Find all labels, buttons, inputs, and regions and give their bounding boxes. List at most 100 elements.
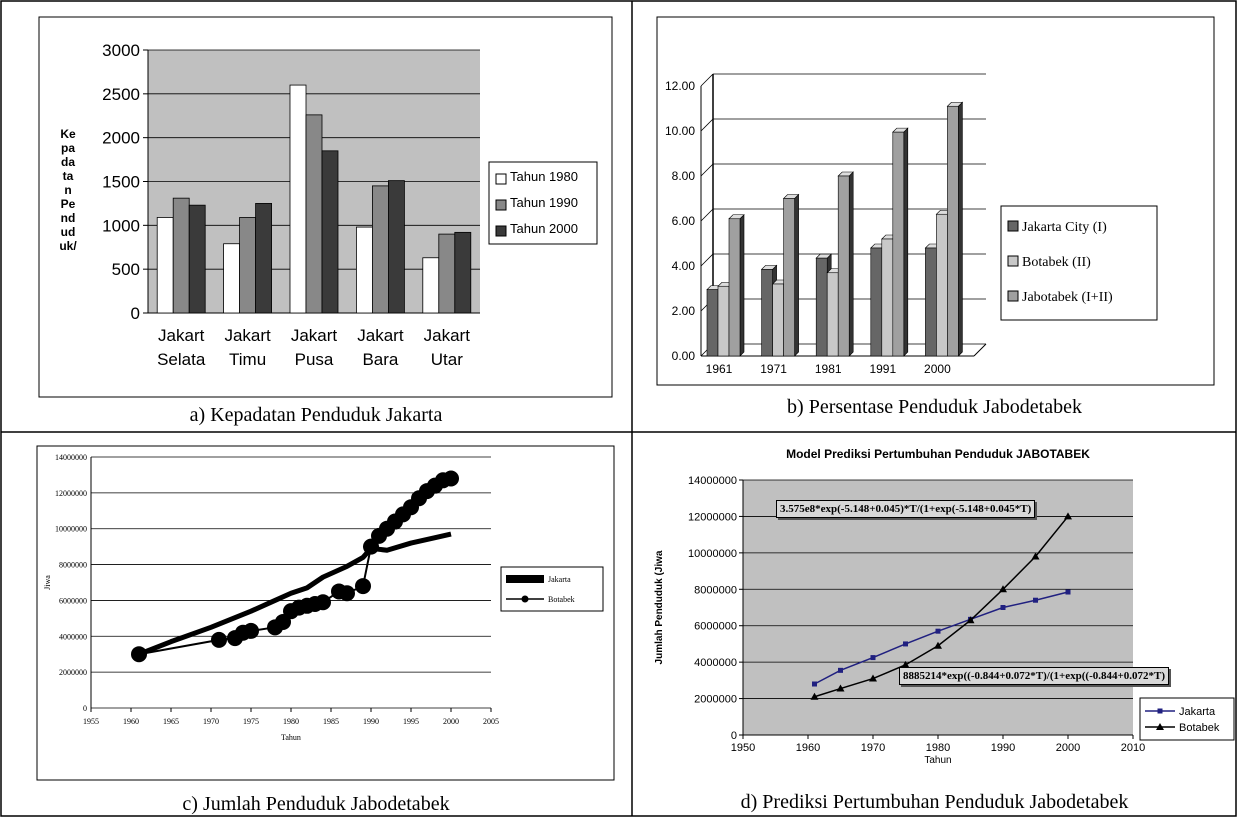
chart-c-marker-botabek <box>131 646 147 663</box>
chart-d-legend-label: Botabek <box>1179 722 1220 734</box>
chart-b-bar <box>947 105 959 357</box>
chart-d-marker-botabek <box>810 692 819 700</box>
chart-a-category-label: Bara <box>362 350 398 369</box>
chart-c-xtick-label: 1960 <box>123 717 139 726</box>
chart-d-ytick-label: 0 <box>731 730 737 742</box>
chart-b-category-label: 1991 <box>869 362 896 376</box>
chart-d-marker-botabek <box>901 660 910 668</box>
chart-c-marker-botabek <box>355 578 371 595</box>
chart-a-category-label: Jakart <box>158 326 205 345</box>
chart-a-ytick-label: 2500 <box>102 85 140 104</box>
chart-a-bar <box>289 84 307 314</box>
chart-b-bar <box>837 175 850 357</box>
chart-d-legend-box <box>1139 697 1235 741</box>
chart-b-bar <box>815 257 828 357</box>
chart-d-xtick-label: 2010 <box>1121 742 1145 754</box>
chart-a-ylabel: ud <box>61 225 76 239</box>
chart-b-bar <box>892 131 905 357</box>
chart-c-ytick-label: 8000000 <box>59 561 87 570</box>
chart-b-gridline <box>700 208 714 222</box>
caption-c: c) Jumlah Penduduk Jabodetabek <box>182 793 450 815</box>
chart-b-bar-side <box>739 214 745 357</box>
chart-a-ylabel: ta <box>63 169 74 183</box>
chart-c-xtick-label: 1975 <box>243 717 259 726</box>
chart-a-ylabel: n <box>64 183 71 197</box>
chart-a-legend-label: Tahun 1980 <box>510 169 578 184</box>
chart-a-ylabel: da <box>61 155 75 169</box>
chart-c-marker-botabek <box>211 631 227 648</box>
chart-b-floor-edge <box>973 343 987 357</box>
chart-c-ytick-label: 12000000 <box>55 489 87 498</box>
chart-a-ylabel: Pe <box>61 197 76 211</box>
chart-b-ytick-label: 12.00 <box>665 79 695 93</box>
chart-d-marker-jakarta <box>1033 597 1038 603</box>
chart-d-ytick-label: 14000000 <box>688 475 737 487</box>
chart-a-legend-swatch <box>495 225 507 237</box>
chart-a-bar <box>156 217 174 314</box>
chart-d-legend-marker <box>1157 708 1163 714</box>
chart-d-ytick-label: 6000000 <box>694 621 737 633</box>
chart-b-bar-side <box>794 193 799 357</box>
chart-c-xtick-label: 1970 <box>203 717 219 726</box>
chart-b-bar <box>761 269 773 357</box>
chart-d-ytick-label: 4000000 <box>694 657 737 669</box>
chart-a-bar <box>255 203 273 314</box>
caption-a: a) Kepadatan Penduduk Jakarta <box>189 404 443 426</box>
chart-a-bar <box>321 150 339 314</box>
chart-a-ytick-label: 1000 <box>102 216 140 235</box>
chart-b-legend-swatch <box>1007 255 1019 267</box>
chart-c-marker-botabek <box>243 622 259 639</box>
chart-c-xtick-label: 1980 <box>283 717 299 726</box>
chart-a-bar <box>422 257 440 314</box>
chart-a-bar <box>172 197 190 314</box>
chart-c-xtick-label: 1955 <box>83 717 99 726</box>
chart-c-marker-botabek <box>315 594 331 611</box>
chart-a-legend-box <box>488 161 598 245</box>
chart-d-marker-botabek <box>1064 512 1072 520</box>
chart-d-ytick-label: 10000000 <box>688 548 737 560</box>
chart-d-xtick-label: 1980 <box>926 742 950 754</box>
chart-b-ytick-label: 8.00 <box>672 169 696 183</box>
chart-b-category-label: 1961 <box>706 362 733 376</box>
chart-d-marker-jakarta <box>935 628 941 634</box>
chart-d: Model Prediksi Pertumbuhan Penduduk JABO… <box>654 447 1235 766</box>
chart-c-legend-marker <box>521 595 529 603</box>
chart-a-bar <box>188 204 206 314</box>
chart-b-legend-label: Botabek (II) <box>1022 255 1091 270</box>
chart-b-legend-label: Jakarta City (I) <box>1022 220 1107 235</box>
chart-a-category-label: Jakart <box>424 326 471 345</box>
chart-b-bar-side <box>958 101 963 357</box>
chart-b: 0.00 2.00 4.00 6.00 8.00 10.00 12.00 1961 1971 19… <box>656 16 1215 386</box>
equation-botabek-label: 3.575e8*exp(-5.148+0.045)*T/(1+exp(-5.14… <box>776 500 1036 518</box>
chart-b-ytick-label: 10.00 <box>665 124 695 138</box>
chart-a-legend-label: Tahun 2000 <box>510 221 578 236</box>
chart-d-marker-jakarta <box>1065 589 1071 595</box>
chart-a-category-label: Timu <box>229 350 266 369</box>
chart-d-xtick-label: 2000 <box>1056 742 1080 754</box>
chart-a-ytick-label: 2000 <box>102 129 140 148</box>
chart-a-bar <box>387 180 405 314</box>
chart-d-legend-marker <box>1156 723 1164 730</box>
chart-c: 0 2000000 4000000 6000000 8000000 10000000 120… <box>36 445 615 781</box>
chart-d-ytick-label: 2000000 <box>694 694 737 706</box>
chart-c-marker-botabek <box>443 470 459 487</box>
chart-d-ytick-label: 12000000 <box>688 511 737 523</box>
chart-a-ylabel: pa <box>61 141 75 155</box>
chart-a-ytick-label: 500 <box>112 260 140 279</box>
chart-c-xtick-label: 1965 <box>163 717 179 726</box>
chart-d-marker-botabek <box>1031 552 1040 560</box>
chart-a-category-label: Selata <box>157 350 206 369</box>
chart-a-category-label: Pusa <box>295 350 334 369</box>
chart-d-ylabel: Jumlah Penduduk (Jiwa <box>654 550 665 664</box>
chart-a-ytick-label: 0 <box>131 304 140 323</box>
chart-a-bar <box>223 243 241 314</box>
chart-d-plot-area <box>743 480 1133 735</box>
chart-c-xtick-label: 1985 <box>323 717 339 726</box>
chart-c-ytick-label: 0 <box>83 704 87 713</box>
chart-a-ytick-label: 1500 <box>102 173 140 192</box>
chart-c-legend-label: Jakarta <box>548 575 571 584</box>
chart-d-title: Model Prediksi Pertumbuhan Penduduk JABO… <box>786 447 1090 461</box>
chart-b-bar <box>717 285 730 357</box>
chart-c-xtick-label: 1995 <box>403 717 419 726</box>
chart-d-xtick-label: 1960 <box>796 742 820 754</box>
